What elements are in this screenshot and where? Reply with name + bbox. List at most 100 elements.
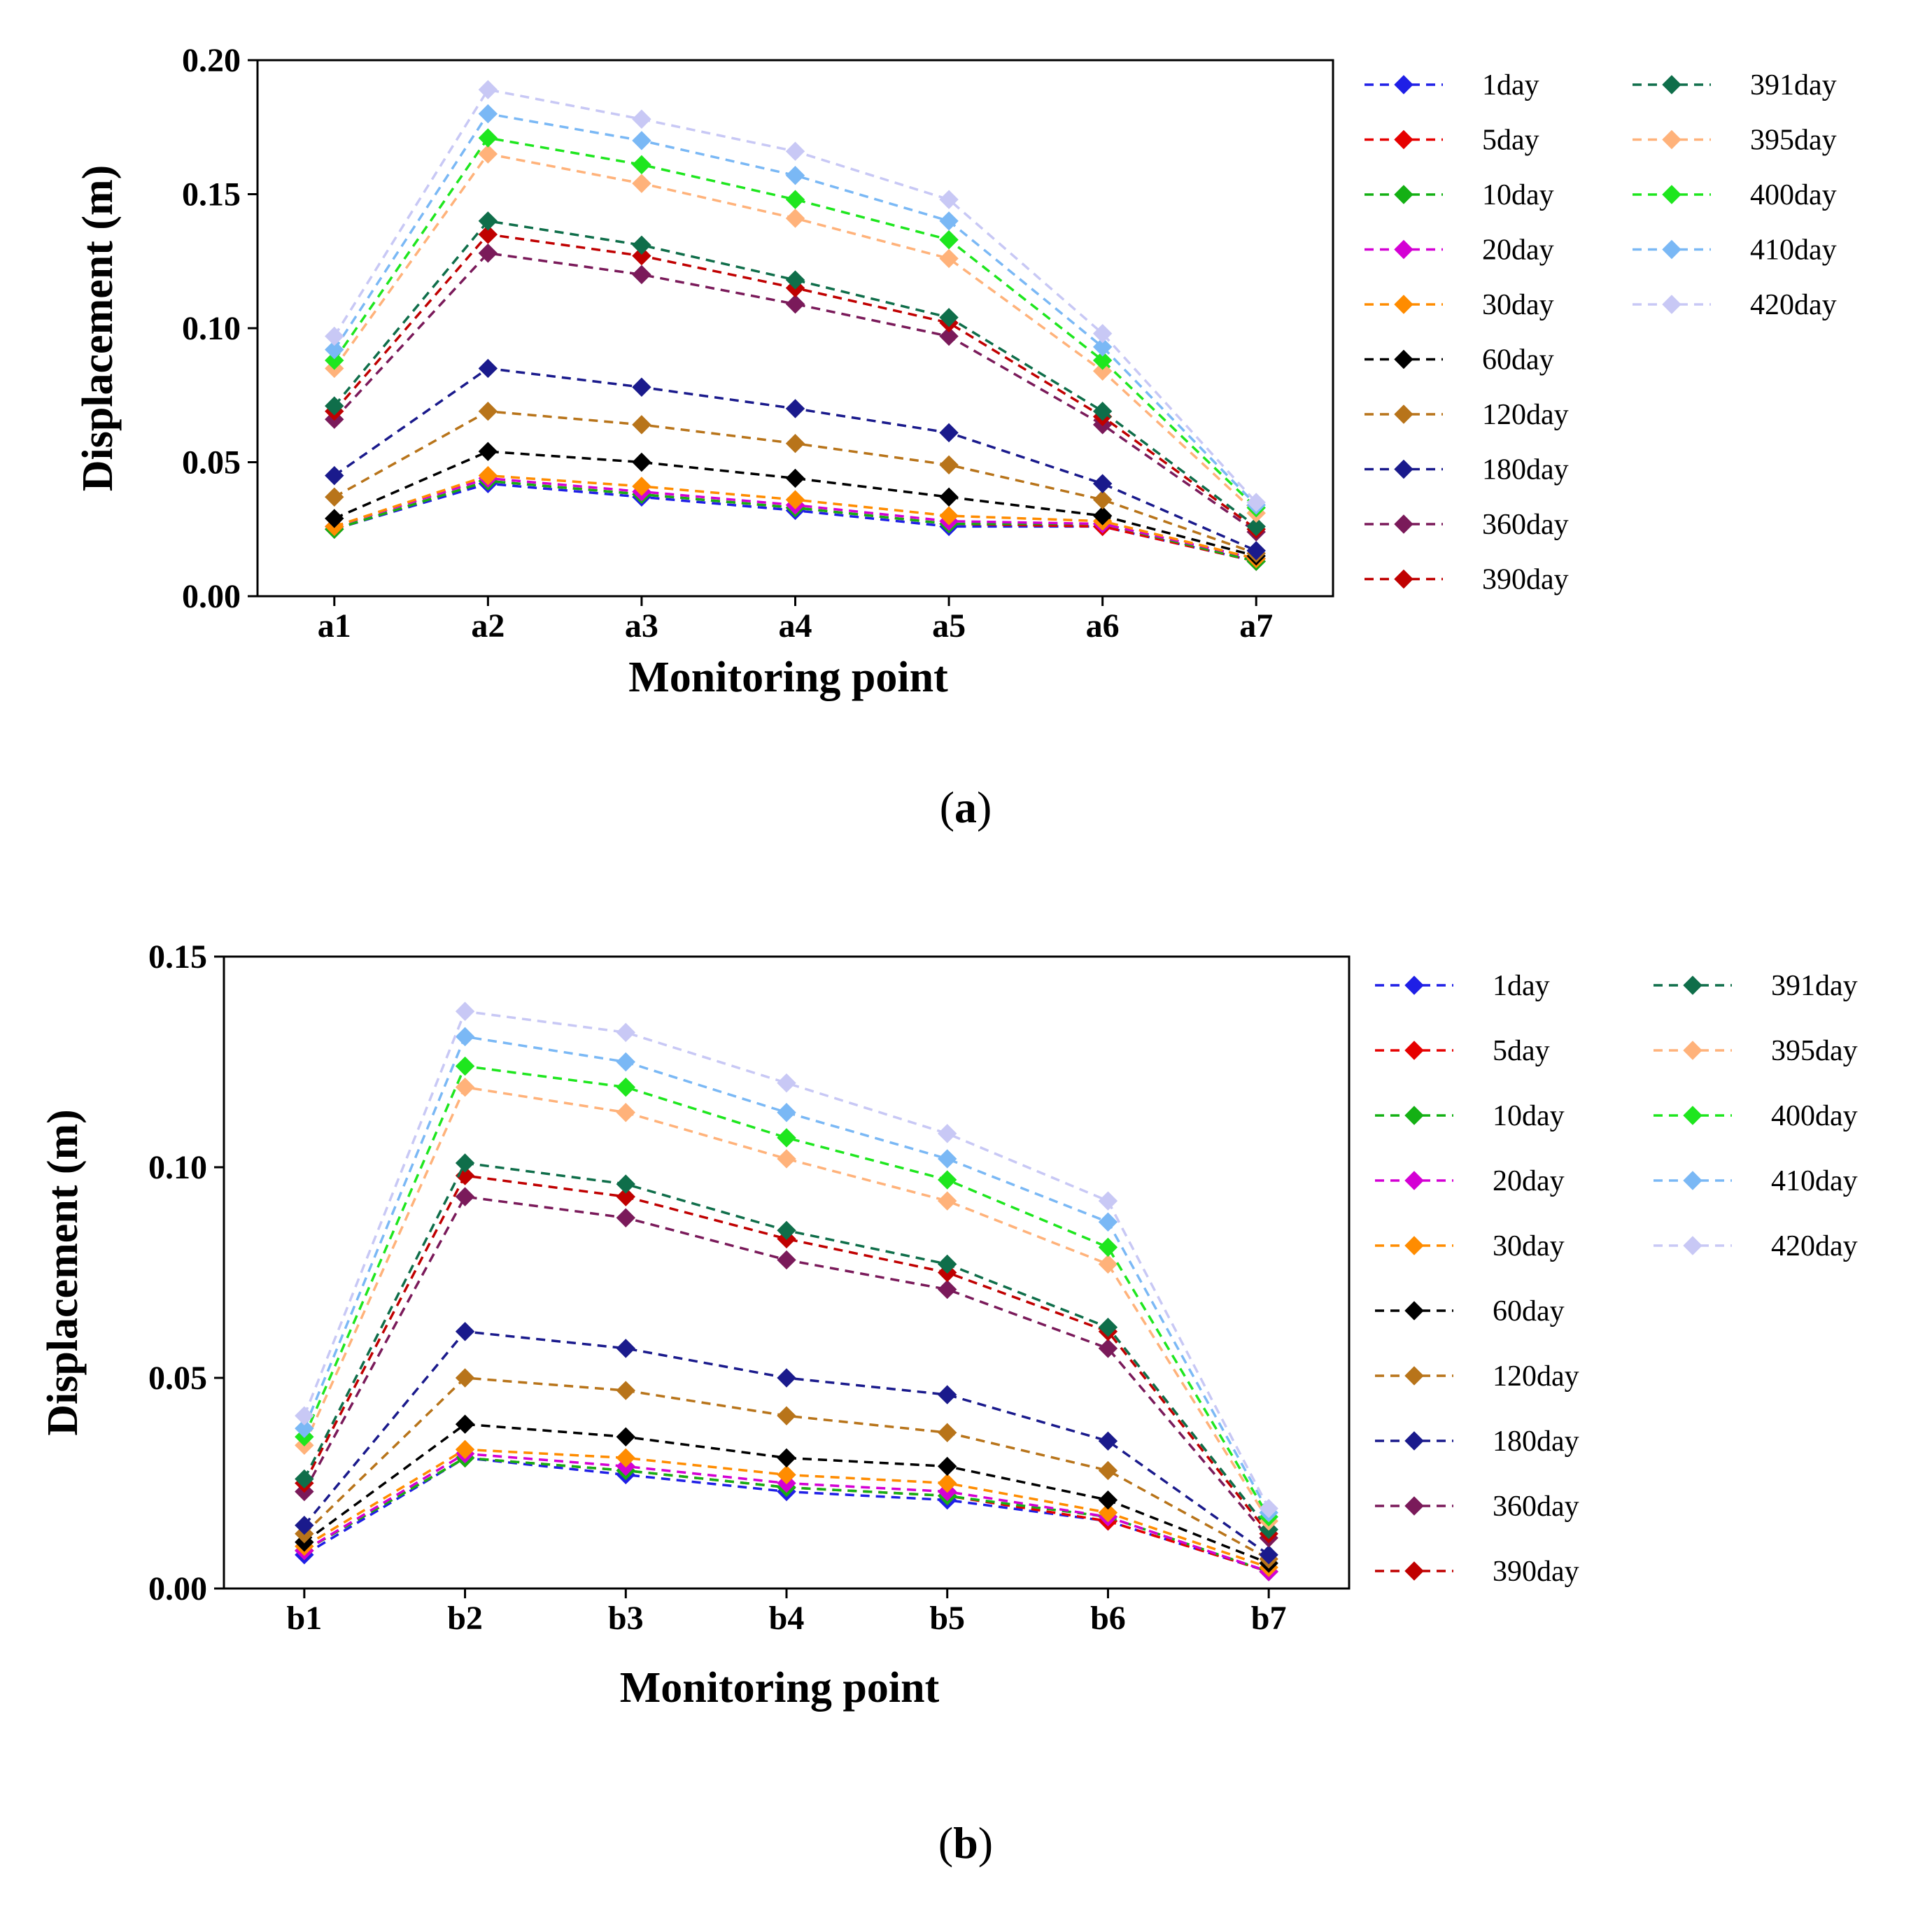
data-point xyxy=(938,1170,957,1190)
legend-label: 180day xyxy=(1493,1425,1579,1458)
legend-item: 360day xyxy=(1375,1491,1579,1523)
data-point xyxy=(785,433,805,453)
legend-marker xyxy=(1394,459,1413,479)
data-point xyxy=(455,1001,475,1021)
data-point xyxy=(455,1439,475,1460)
legend-label: 391day xyxy=(1750,69,1837,101)
data-point xyxy=(1092,402,1113,421)
legend-marker xyxy=(1404,1301,1424,1320)
data-point xyxy=(616,1427,635,1446)
x-tick-label: b6 xyxy=(1090,1600,1126,1637)
y-tick-label: 0.10 xyxy=(148,1149,207,1186)
legend-item: 395day xyxy=(1633,125,1837,157)
data-point xyxy=(785,294,805,314)
legend-item: 420day xyxy=(1633,289,1837,321)
data-point xyxy=(616,1208,635,1227)
data-point xyxy=(938,1191,957,1211)
data-point xyxy=(478,402,498,421)
legend-item: 20day xyxy=(1365,234,1554,267)
x-tick-label: b2 xyxy=(447,1600,483,1637)
data-point xyxy=(478,225,498,244)
series-391day xyxy=(325,211,1266,537)
x-tick-label: b3 xyxy=(608,1600,644,1637)
data-point xyxy=(616,1052,635,1072)
data-point xyxy=(1098,1212,1118,1232)
series-410day xyxy=(295,1027,1278,1523)
data-point xyxy=(632,246,651,266)
data-point xyxy=(938,1149,957,1169)
y-tick-label: 0.10 xyxy=(182,310,241,347)
legend-label: 390day xyxy=(1482,564,1569,596)
x-tick-label: b1 xyxy=(287,1600,323,1637)
series-391day xyxy=(295,1153,1278,1540)
legend-marker xyxy=(1662,185,1681,204)
data-point xyxy=(1098,1191,1118,1211)
data-point xyxy=(616,1448,635,1468)
data-point xyxy=(939,506,959,526)
y-tick-label: 0.00 xyxy=(148,1570,207,1607)
data-point xyxy=(455,1027,475,1047)
series-400day xyxy=(295,1056,1278,1527)
data-point xyxy=(478,144,498,164)
legend-marker xyxy=(1683,1236,1702,1255)
data-point xyxy=(777,1220,796,1241)
legend-item: 5day xyxy=(1375,1035,1550,1067)
legend-item: 395day xyxy=(1654,1035,1858,1067)
legend-marker xyxy=(1683,1041,1702,1060)
series-395day xyxy=(295,1077,1278,1531)
legend-label: 120day xyxy=(1493,1360,1579,1393)
data-point xyxy=(632,265,651,285)
legend-label: 400day xyxy=(1750,179,1837,211)
x-tick-label: a5 xyxy=(932,607,966,644)
legend-label: 30day xyxy=(1482,289,1554,321)
data-point xyxy=(1259,1545,1278,1565)
x-tick-label: a3 xyxy=(625,607,658,644)
legend-marker xyxy=(1683,975,1702,995)
legend-item: 120day xyxy=(1375,1360,1579,1393)
legend-item: 400day xyxy=(1654,1100,1858,1132)
y-tick-label: 0.20 xyxy=(182,42,241,79)
data-point xyxy=(1098,1318,1118,1337)
x-tick-label: a1 xyxy=(318,607,351,644)
x-tick-label: b5 xyxy=(929,1600,965,1637)
data-point xyxy=(478,211,498,231)
legend-item: 30day xyxy=(1375,1230,1565,1262)
legend-item: 391day xyxy=(1633,69,1837,101)
legend-marker xyxy=(1394,129,1413,150)
legend-item: 20day xyxy=(1375,1165,1565,1197)
legend-item: 360day xyxy=(1365,509,1569,541)
legend-marker xyxy=(1683,1171,1702,1190)
data-point xyxy=(939,423,959,443)
data-point xyxy=(478,128,498,148)
legend-label: 60day xyxy=(1493,1295,1565,1327)
legend-label: 395day xyxy=(1750,125,1837,157)
data-point xyxy=(478,442,498,461)
legend-label: 420day xyxy=(1750,289,1837,321)
legend-item: 1day xyxy=(1375,970,1550,1002)
legend-marker xyxy=(1394,569,1413,589)
legend-item: 391day xyxy=(1654,970,1858,1002)
data-point xyxy=(478,465,498,486)
legend-marker xyxy=(1662,239,1681,260)
data-point xyxy=(1098,1254,1118,1274)
data-point xyxy=(1098,1237,1118,1258)
legend-item: 10day xyxy=(1375,1100,1565,1132)
legend-item: 5day xyxy=(1365,125,1539,157)
data-point xyxy=(632,477,651,496)
data-point xyxy=(455,1187,475,1206)
legend: 1day 5day 10day 20day 30day 60day 120day 180day… xyxy=(1365,69,1837,596)
data-point xyxy=(785,209,805,228)
legend-marker xyxy=(1404,1171,1424,1190)
x-axis-title: Monitoring point xyxy=(628,654,948,701)
legend-label: 410day xyxy=(1771,1165,1858,1197)
legend-marker xyxy=(1683,1106,1702,1125)
data-point xyxy=(616,1174,635,1194)
data-point xyxy=(632,174,651,193)
legend-marker xyxy=(1404,1561,1424,1581)
legend-label: 390day xyxy=(1493,1556,1579,1588)
data-point xyxy=(938,1279,957,1299)
series-400day xyxy=(325,128,1266,518)
data-point xyxy=(1246,516,1266,537)
x-tick-label: a7 xyxy=(1239,607,1273,644)
